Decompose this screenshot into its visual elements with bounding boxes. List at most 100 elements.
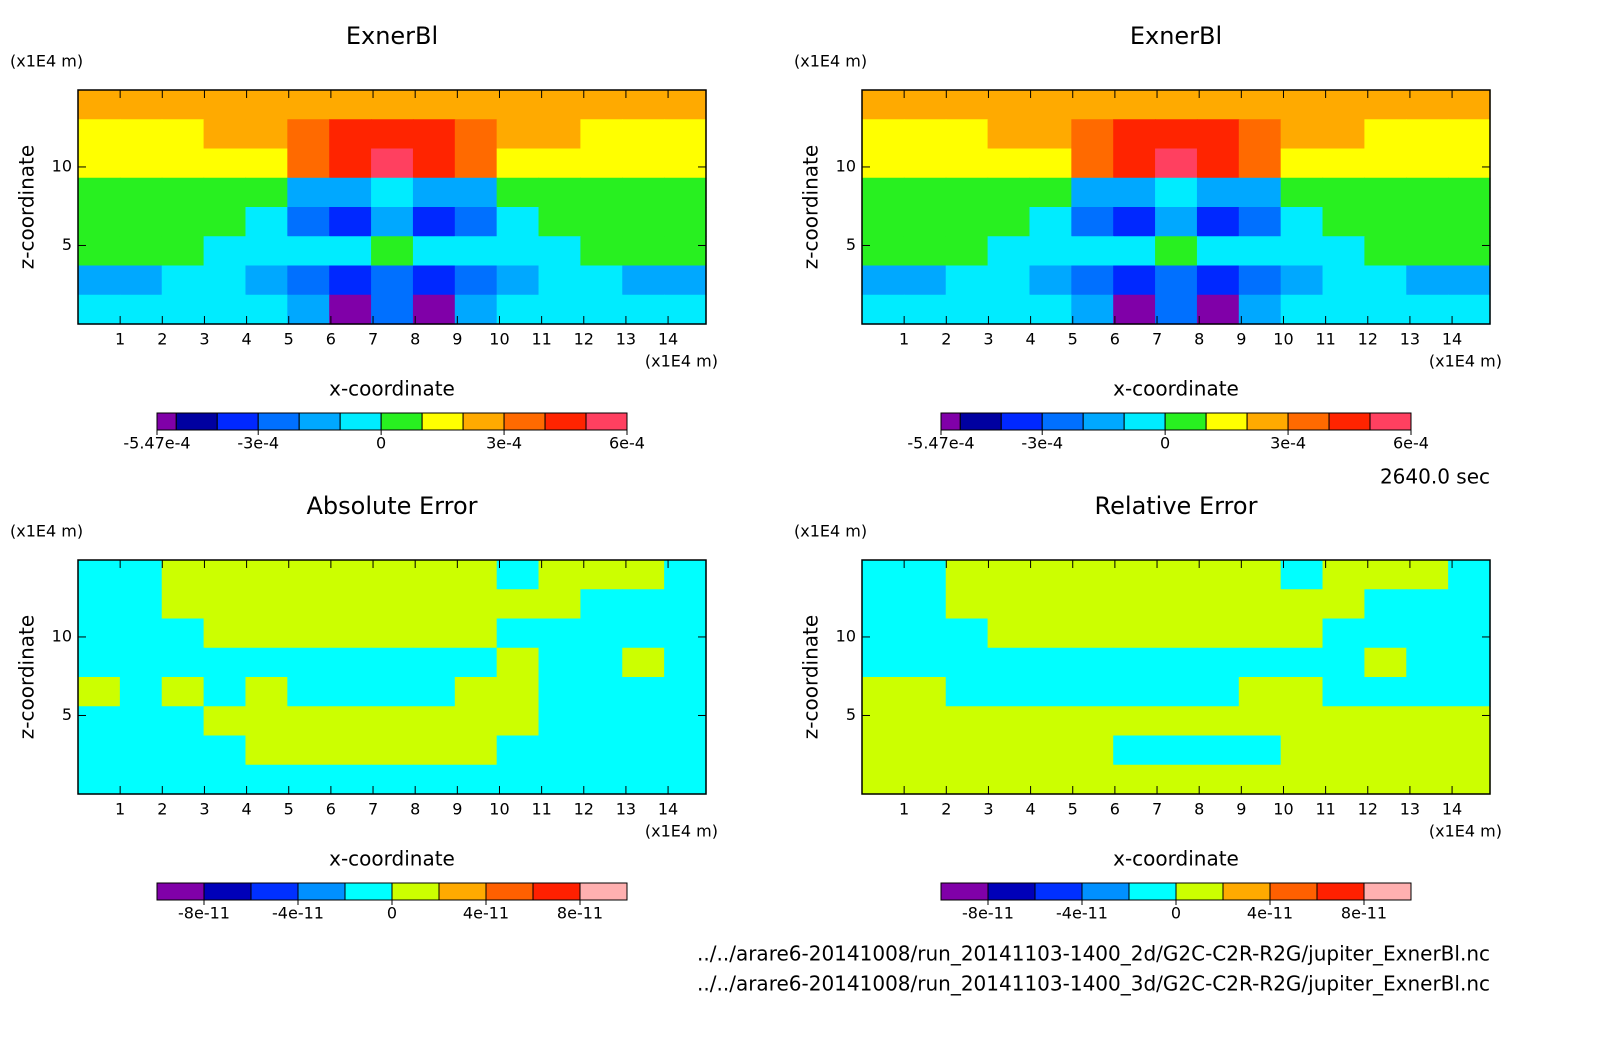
contour-cell — [862, 706, 905, 737]
contour-cell — [903, 90, 947, 120]
contour-cell — [1238, 560, 1282, 590]
colorbar-swatch — [421, 412, 464, 431]
contour-cell — [580, 706, 623, 737]
x-tick-label: 2 — [157, 800, 167, 819]
contour-cell — [903, 560, 947, 590]
contour-cell — [1155, 119, 1198, 150]
contour-cell — [580, 589, 623, 620]
contour-cell — [1406, 618, 1449, 649]
contour-cell — [203, 236, 247, 267]
contour-cell — [1196, 560, 1240, 590]
contour-cell — [329, 677, 372, 707]
contour-cell — [1364, 589, 1407, 620]
contour-cell — [987, 177, 1031, 208]
contour-cell — [1196, 119, 1240, 150]
contour-cell — [1448, 618, 1491, 649]
contour-cell — [1113, 90, 1156, 120]
chart-title: Relative Error — [1095, 492, 1258, 520]
x-tick-label: 13 — [616, 330, 636, 349]
contour-cell — [78, 207, 121, 237]
y-tick-label: 10 — [836, 156, 856, 175]
plot-frame — [77, 559, 707, 795]
x-tick-label: 2 — [941, 800, 951, 819]
contour-cell — [119, 119, 163, 150]
contour-cell — [287, 706, 330, 737]
contour-cell — [622, 735, 665, 766]
contour-cell — [1238, 294, 1282, 325]
contour-cell — [412, 735, 456, 766]
contour-cell — [412, 236, 456, 267]
contour-cell — [538, 647, 581, 678]
contour-cell — [329, 764, 372, 795]
contour-cell — [1029, 207, 1072, 237]
contour-cell — [329, 265, 372, 296]
contour-cell — [412, 177, 456, 208]
chart-title: ExnerBl — [346, 22, 438, 50]
contour-cell — [1406, 706, 1449, 737]
plot-frame — [77, 89, 707, 325]
contour-cell — [496, 706, 540, 737]
colorbar-tick-label: 3e-4 — [1270, 434, 1306, 453]
contour-cell — [903, 119, 947, 150]
x-tick-label: 9 — [452, 330, 462, 349]
contour-cell — [371, 148, 414, 179]
contour-cell — [203, 647, 247, 678]
contour-cell — [1071, 90, 1114, 120]
contour-cell — [1113, 618, 1156, 649]
colorbar-tick-label: 6e-4 — [1393, 434, 1429, 453]
contour-cell — [1280, 618, 1324, 649]
contour-cell — [119, 148, 163, 179]
colorbar-swatch — [344, 882, 393, 901]
contour-cell — [1113, 207, 1156, 237]
contour-cell — [580, 735, 623, 766]
contour-cell — [622, 177, 665, 208]
x-tick-label: 11 — [531, 800, 551, 819]
contour-cell — [1196, 618, 1240, 649]
contour-cell — [1155, 265, 1198, 296]
contour-cell — [862, 119, 905, 150]
contour-cell — [903, 148, 947, 179]
contour-cell — [203, 265, 247, 296]
y-tick-label: 10 — [52, 156, 72, 175]
contour-cell — [496, 618, 540, 649]
contour-cell — [203, 294, 247, 325]
contour-cell — [1364, 677, 1407, 707]
contour-cell — [1406, 119, 1449, 150]
contour-cell — [1196, 706, 1240, 737]
contour-cell — [1448, 706, 1491, 737]
contour-cell — [903, 618, 947, 649]
contour-cell — [78, 90, 121, 120]
contour-cell — [903, 177, 947, 208]
y-axis-label: z-coordinate — [799, 145, 823, 269]
contour-cell — [1196, 294, 1240, 325]
contour-cell — [1406, 207, 1449, 237]
contour-cell — [622, 236, 665, 267]
chart-title: ExnerBl — [1130, 22, 1222, 50]
contour-cell — [1280, 148, 1324, 179]
contour-cell — [622, 265, 665, 296]
contour-cell — [119, 706, 163, 737]
colorbar-swatch — [1000, 412, 1043, 431]
colorbar-tick-label: 8e-11 — [557, 904, 603, 923]
x-tick-label: 11 — [1315, 330, 1335, 349]
contour-cell — [903, 706, 947, 737]
colorbar-swatch — [175, 412, 218, 431]
colorbar-swatch — [544, 412, 587, 431]
contour-cell — [664, 706, 707, 737]
contour-cell — [245, 618, 288, 649]
x-tick-label: 8 — [410, 330, 420, 349]
x-tick-label: 9 — [1236, 800, 1246, 819]
colorbar-swatch — [1081, 882, 1130, 901]
contour-cell — [161, 764, 205, 795]
contour-cell — [496, 265, 540, 296]
x-tick-label: 5 — [1068, 330, 1078, 349]
y-tick-label: 5 — [62, 235, 72, 254]
contour-cell — [1448, 265, 1491, 296]
contour-cell — [1406, 647, 1449, 678]
contour-cell — [622, 560, 665, 590]
contour-cell — [245, 589, 288, 620]
contour-cell — [664, 677, 707, 707]
contour-cell — [1071, 677, 1114, 707]
contour-cell — [1155, 618, 1198, 649]
contour-cell — [1406, 90, 1449, 120]
